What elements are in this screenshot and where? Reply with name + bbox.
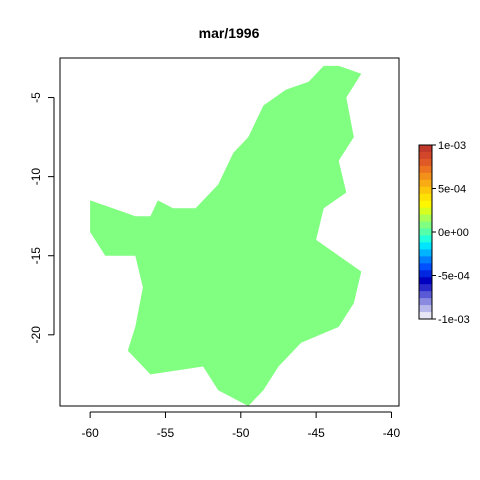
colorbar-swatch <box>419 193 432 202</box>
x-tick-label: -55 <box>157 426 175 440</box>
colorbar-swatch <box>419 200 432 209</box>
colorbar-swatch <box>419 249 432 257</box>
colorbar-swatch <box>419 298 432 306</box>
colorbar-swatch <box>419 235 432 243</box>
colorbar-swatch <box>419 145 432 153</box>
colorbar-swatch <box>419 284 432 292</box>
colorbar-tick-label: 0e+00 <box>438 227 469 239</box>
colorbar-legend: 1e-03 5e-04 0e+00 -5e-04 -1e-03 <box>418 140 470 326</box>
colorbar-tick-label: 1e-03 <box>438 140 466 152</box>
x-tick-label: -50 <box>232 426 250 440</box>
x-tick-label: -60 <box>81 426 99 440</box>
y-tick-label: -15 <box>29 247 43 265</box>
x-tick-label: -40 <box>383 426 401 440</box>
colorbar-swatch <box>419 228 432 236</box>
data-region <box>90 65 362 407</box>
x-axis: -60 -55 -50 -45 -40 <box>81 411 401 440</box>
colorbar-swatch <box>419 221 432 229</box>
colorbar-swatch <box>419 165 432 174</box>
colorbar-swatch <box>419 179 432 188</box>
colorbar-swatch <box>419 172 432 181</box>
region-fill <box>90 65 362 407</box>
colorbar-swatch <box>419 151 432 160</box>
colorbar-swatch <box>419 270 432 278</box>
y-axis: -5 -10 -15 -20 <box>29 92 55 344</box>
colorbar-tick-label: -1e-03 <box>438 314 470 326</box>
colorbar-swatch <box>419 312 432 320</box>
x-tick-label: -45 <box>307 426 325 440</box>
colorbar-swatch <box>419 186 432 195</box>
y-tick-label: -5 <box>29 92 43 103</box>
colorbar-swatch <box>419 207 432 215</box>
colorbar-swatch <box>419 277 432 285</box>
map-title: mar/1996 <box>199 25 260 41</box>
y-tick-label: -10 <box>29 168 43 186</box>
colorbar-swatch <box>419 256 432 264</box>
plot-frame <box>59 57 400 407</box>
colorbar-tick-label: -5e-04 <box>438 271 470 283</box>
colorbar-swatch <box>419 158 432 167</box>
y-tick-label: -20 <box>29 326 43 344</box>
colorbar-swatch <box>419 305 432 313</box>
colorbar-swatch <box>419 263 432 271</box>
colorbar-swatch <box>419 242 432 250</box>
colorbar-swatch <box>419 214 432 222</box>
colorbar-tick-label: 5e-04 <box>438 184 466 196</box>
colorbar-swatch <box>419 291 432 299</box>
